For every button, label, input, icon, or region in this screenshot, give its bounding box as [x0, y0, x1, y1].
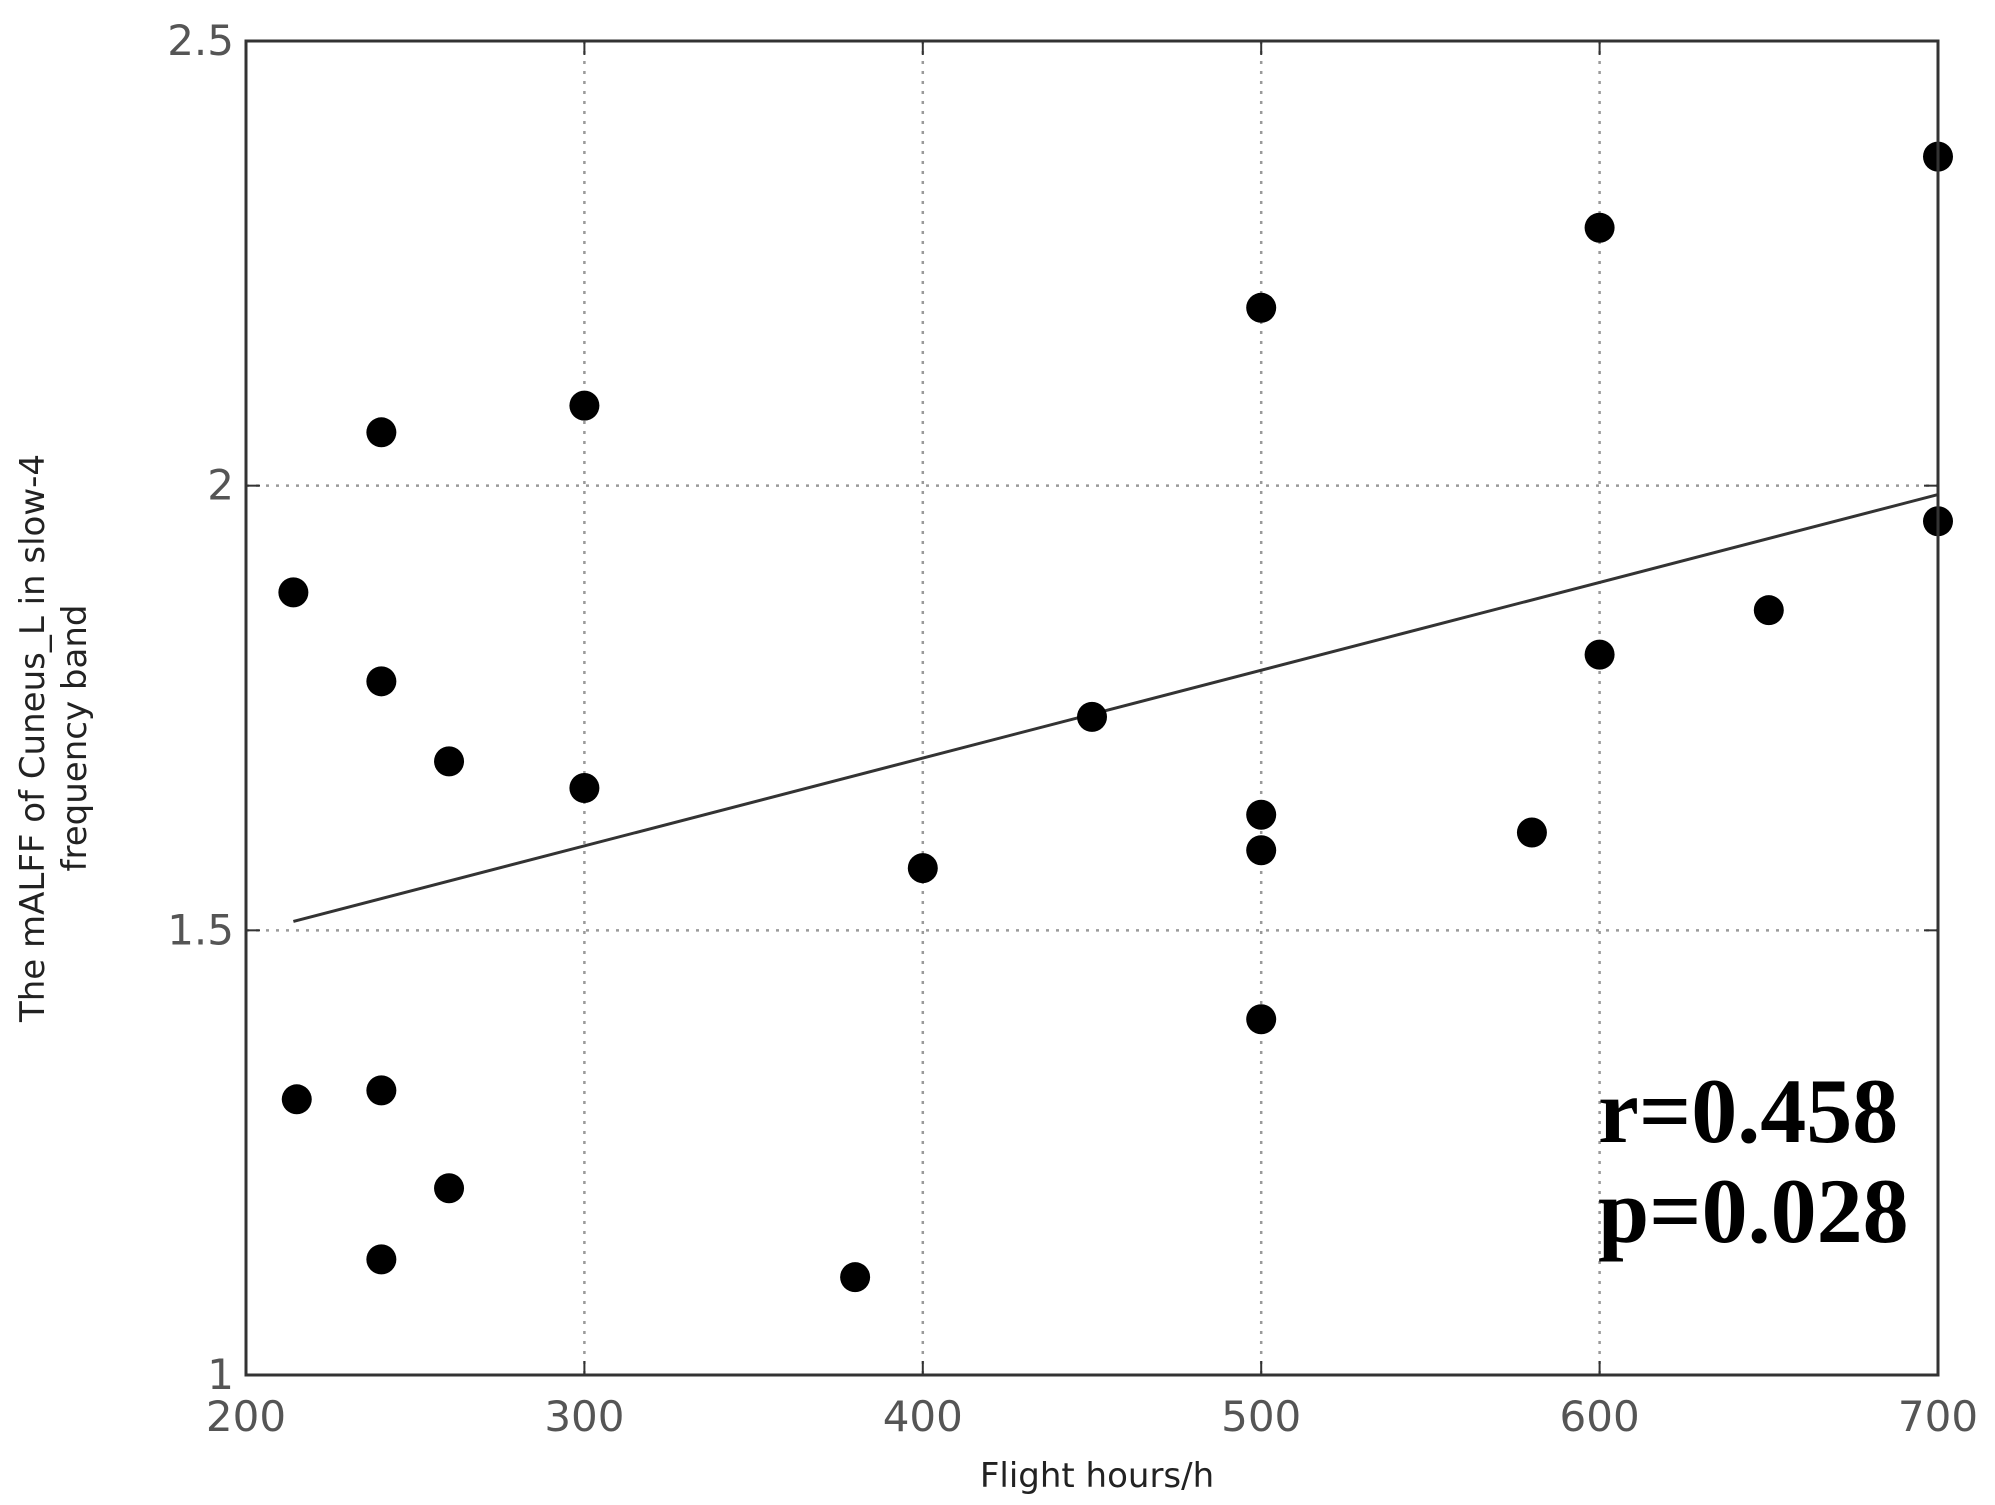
scatter-point: [569, 773, 600, 804]
scatter-point: [1753, 595, 1784, 626]
scatter-point: [1077, 701, 1107, 732]
scatter-point: [1246, 835, 1277, 866]
y-axis-title-line: frequency band: [55, 605, 95, 872]
y-tick-label: 2: [207, 461, 234, 510]
scatter-point: [434, 746, 465, 777]
x-tick-label: 600: [1560, 1392, 1640, 1441]
x-tick-label: 200: [206, 1392, 286, 1441]
scatter-point: [366, 1075, 397, 1106]
x-tick-label: 400: [883, 1392, 963, 1441]
r-value-label: r=0.458: [1598, 1060, 1898, 1162]
scatter-point: [366, 1244, 397, 1275]
scatter-point: [281, 1084, 312, 1115]
scatter-point: [1584, 639, 1615, 670]
y-axis-title-line: The mALFF of Cuneus_L in slow-4: [13, 454, 53, 1023]
plot-frame: [244, 39, 1940, 1377]
y-tick-label: 2.5: [167, 16, 234, 65]
scatter-point: [840, 1262, 871, 1293]
scatter-point: [1246, 1004, 1277, 1035]
scatter-point: [366, 417, 397, 448]
y-tick-label: 1: [207, 1350, 234, 1399]
x-axis-title: Flight hours/h: [980, 1456, 1214, 1496]
x-tick-label: 700: [1898, 1392, 1978, 1441]
scatter-point: [278, 577, 309, 608]
x-tick-label: 500: [1221, 1392, 1301, 1441]
p-value-label: p=0.028: [1598, 1160, 1909, 1262]
y-tick-labels: 1 1.5 2 2.5: [167, 16, 234, 1399]
x-tick-labels: 200 300 400 500 600 700: [206, 1392, 1978, 1441]
fit-line-layer: [292, 493, 1939, 923]
x-tick-label: 300: [544, 1392, 624, 1441]
scatter-point: [569, 390, 600, 421]
scatter-point: [1246, 799, 1277, 830]
scatter-point: [907, 853, 938, 884]
regression-line: [292, 493, 1939, 923]
y-tick-label: 1.5: [167, 905, 234, 954]
scatter-point: [1246, 292, 1277, 323]
scatter-point: [1584, 212, 1615, 243]
scatter-point: [434, 1173, 465, 1204]
scatter-point: [1516, 817, 1547, 848]
scatter-point: [366, 666, 397, 697]
data-points: [278, 141, 1953, 1293]
y-axis-title: The mALFF of Cuneus_L in slow-4frequency…: [13, 454, 95, 1023]
